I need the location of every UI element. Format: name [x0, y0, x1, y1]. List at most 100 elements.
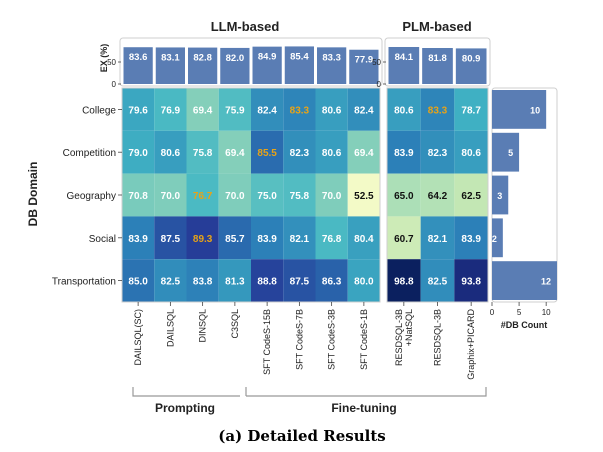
heatmap-cell-label: 81.3	[225, 277, 245, 288]
heatmap-cell	[387, 173, 421, 217]
heatmap-llm: 79.6 76.9 69.4 75.9 82.4 83.3 80.6 82.4 79.0 80.6…	[121, 87, 381, 303]
heatmap-cell-label: 75.8	[193, 148, 213, 159]
y-tick-label: 50	[107, 58, 116, 67]
heatmap-cell	[315, 173, 348, 217]
heatmap-cell-label: 85.7	[225, 234, 245, 245]
column-label-group: DAILSQL	[165, 309, 175, 347]
column-label-group: SFT CodeS-7B	[294, 309, 304, 370]
heatmap-cell	[387, 259, 421, 302]
heatmap-cell-label: 98.8	[394, 277, 414, 288]
finetuning-bracket	[246, 387, 487, 397]
top-bar-chart-plm: 50 0 84.1 81.8 80.9	[372, 37, 491, 89]
heatmap-cell	[454, 88, 488, 131]
column-label: DAILSQL	[165, 309, 175, 347]
heatmap-cell-label: 83.8	[193, 277, 213, 288]
heatmap-cell-label: 75.8	[290, 191, 310, 202]
ex-axis-label: EX (%)	[99, 44, 109, 73]
column-label: SFT CodeS-7B	[294, 309, 304, 370]
count-bar-label: 10	[530, 105, 540, 115]
ex-bar	[422, 48, 453, 84]
heatmap-cell-label: 82.1	[290, 234, 310, 245]
ex-bar	[252, 46, 282, 84]
count-x-tick-label: 0	[490, 308, 495, 317]
heatmap-cell-label: 80.6	[322, 148, 342, 159]
y-tick-label: 0	[112, 80, 117, 89]
prompting-label: Prompting	[155, 401, 215, 415]
top-bar-chart-llm: 50 0 83.6 83.1 82.8 82.0 84.9 85.4 83.3 77.9	[107, 37, 383, 89]
ex-bar-label: 81.8	[428, 53, 447, 64]
ex-bar	[284, 46, 314, 84]
figure-caption: (a) Detailed Results	[218, 427, 385, 445]
heatmap-cell-label: 62.5	[461, 191, 481, 202]
ex-bar-label: 84.1	[395, 52, 414, 63]
heatmap-cell	[387, 88, 421, 131]
heatmap-cell	[154, 216, 187, 260]
column-label-group: RESDSQL-3B +NatSQL	[394, 309, 414, 366]
column-label: SFT CodeS-3B	[327, 309, 337, 370]
heatmap-cell-label: 82.1	[428, 234, 448, 245]
heatmap-cell	[347, 130, 380, 174]
heatmap-cell-label: 60.7	[394, 234, 414, 245]
heatmap-cell-label: 76.7	[193, 191, 213, 202]
heatmap-cell-label: 65.0	[394, 191, 414, 202]
heatmap-cell	[283, 130, 316, 174]
heatmap-cell-label: 80.6	[322, 105, 342, 116]
heatmap-cell	[315, 130, 348, 174]
finetuning-label: Fine-tuning	[331, 401, 396, 415]
heatmap-cell	[315, 88, 348, 131]
heatmap-cell-label: 83.9	[128, 234, 148, 245]
count-bar	[492, 175, 509, 215]
column-label-group: SFT CodeS-3B	[327, 309, 337, 370]
column-label-group: DINSQL	[198, 309, 208, 343]
plm-title: PLM-based	[402, 19, 471, 34]
heatmap-cell	[154, 130, 187, 174]
ex-bar-label: 83.1	[161, 52, 180, 63]
heatmap-cell	[387, 216, 421, 260]
heatmap-cell	[186, 130, 219, 174]
ex-bar	[455, 48, 487, 84]
heatmap-cell-label: 82.5	[428, 277, 448, 288]
row-label: Social	[89, 234, 116, 245]
heatmap-cell	[315, 216, 348, 260]
ex-bar	[123, 47, 153, 84]
row-label: College	[82, 105, 116, 116]
heatmap-cell	[454, 130, 488, 174]
heatmap-cell	[251, 216, 284, 260]
heatmap-cell	[122, 173, 155, 217]
row-labels: College Competition Geography Social Transpo…	[52, 105, 122, 288]
heatmap-cell	[347, 173, 380, 217]
ex-bar-label: 82.8	[193, 53, 212, 64]
count-bar	[492, 132, 520, 172]
heatmap-cell-label: 82.4	[354, 105, 374, 116]
heatmap-cell-label: 78.7	[461, 105, 481, 116]
ex-bar-label: 84.9	[258, 52, 277, 63]
ex-bar	[317, 47, 347, 84]
heatmap-cell-label: 82.3	[290, 148, 310, 159]
heatmap-cell	[283, 259, 316, 302]
heatmap-cell-label: 80.4	[354, 234, 374, 245]
heatmap-cell	[186, 259, 219, 302]
heatmap-cell-label: 87.5	[290, 277, 310, 288]
heatmap-cell-label: 70.0	[322, 191, 342, 202]
row-label: Geography	[67, 191, 116, 202]
heatmap-cell	[122, 130, 155, 174]
heatmap-cell	[387, 130, 421, 174]
heatmap-cell-label: 83.3	[428, 105, 448, 116]
heatmap-cell-label: 70.0	[225, 191, 245, 202]
heatmap-plm: 80.6 83.3 78.7 83.9 82.3 80.6 65.0 64.2 62.5 60.7…	[386, 87, 489, 303]
heatmap-cell-label: 87.5	[161, 234, 181, 245]
heatmap-cell	[218, 259, 251, 302]
ex-bar	[220, 47, 250, 84]
count-bar-label: 12	[541, 277, 551, 287]
heatmap-cell-label: 83.9	[394, 148, 414, 159]
count-x-tick-label: 5	[517, 308, 522, 317]
heatmap-cell	[122, 88, 155, 131]
heatmap-cell-label: 80.6	[394, 105, 414, 116]
heatmap-cell-label: 64.2	[428, 191, 448, 202]
heatmap-cell-label: 82.5	[161, 277, 181, 288]
ex-bar-label: 77.9	[355, 55, 374, 66]
heatmap-cell-label: 69.4	[193, 105, 213, 116]
heatmap-cell-label: 75.0	[257, 191, 277, 202]
domain-axis-label: DB Domain	[26, 162, 40, 227]
heatmap-cell	[251, 259, 284, 302]
